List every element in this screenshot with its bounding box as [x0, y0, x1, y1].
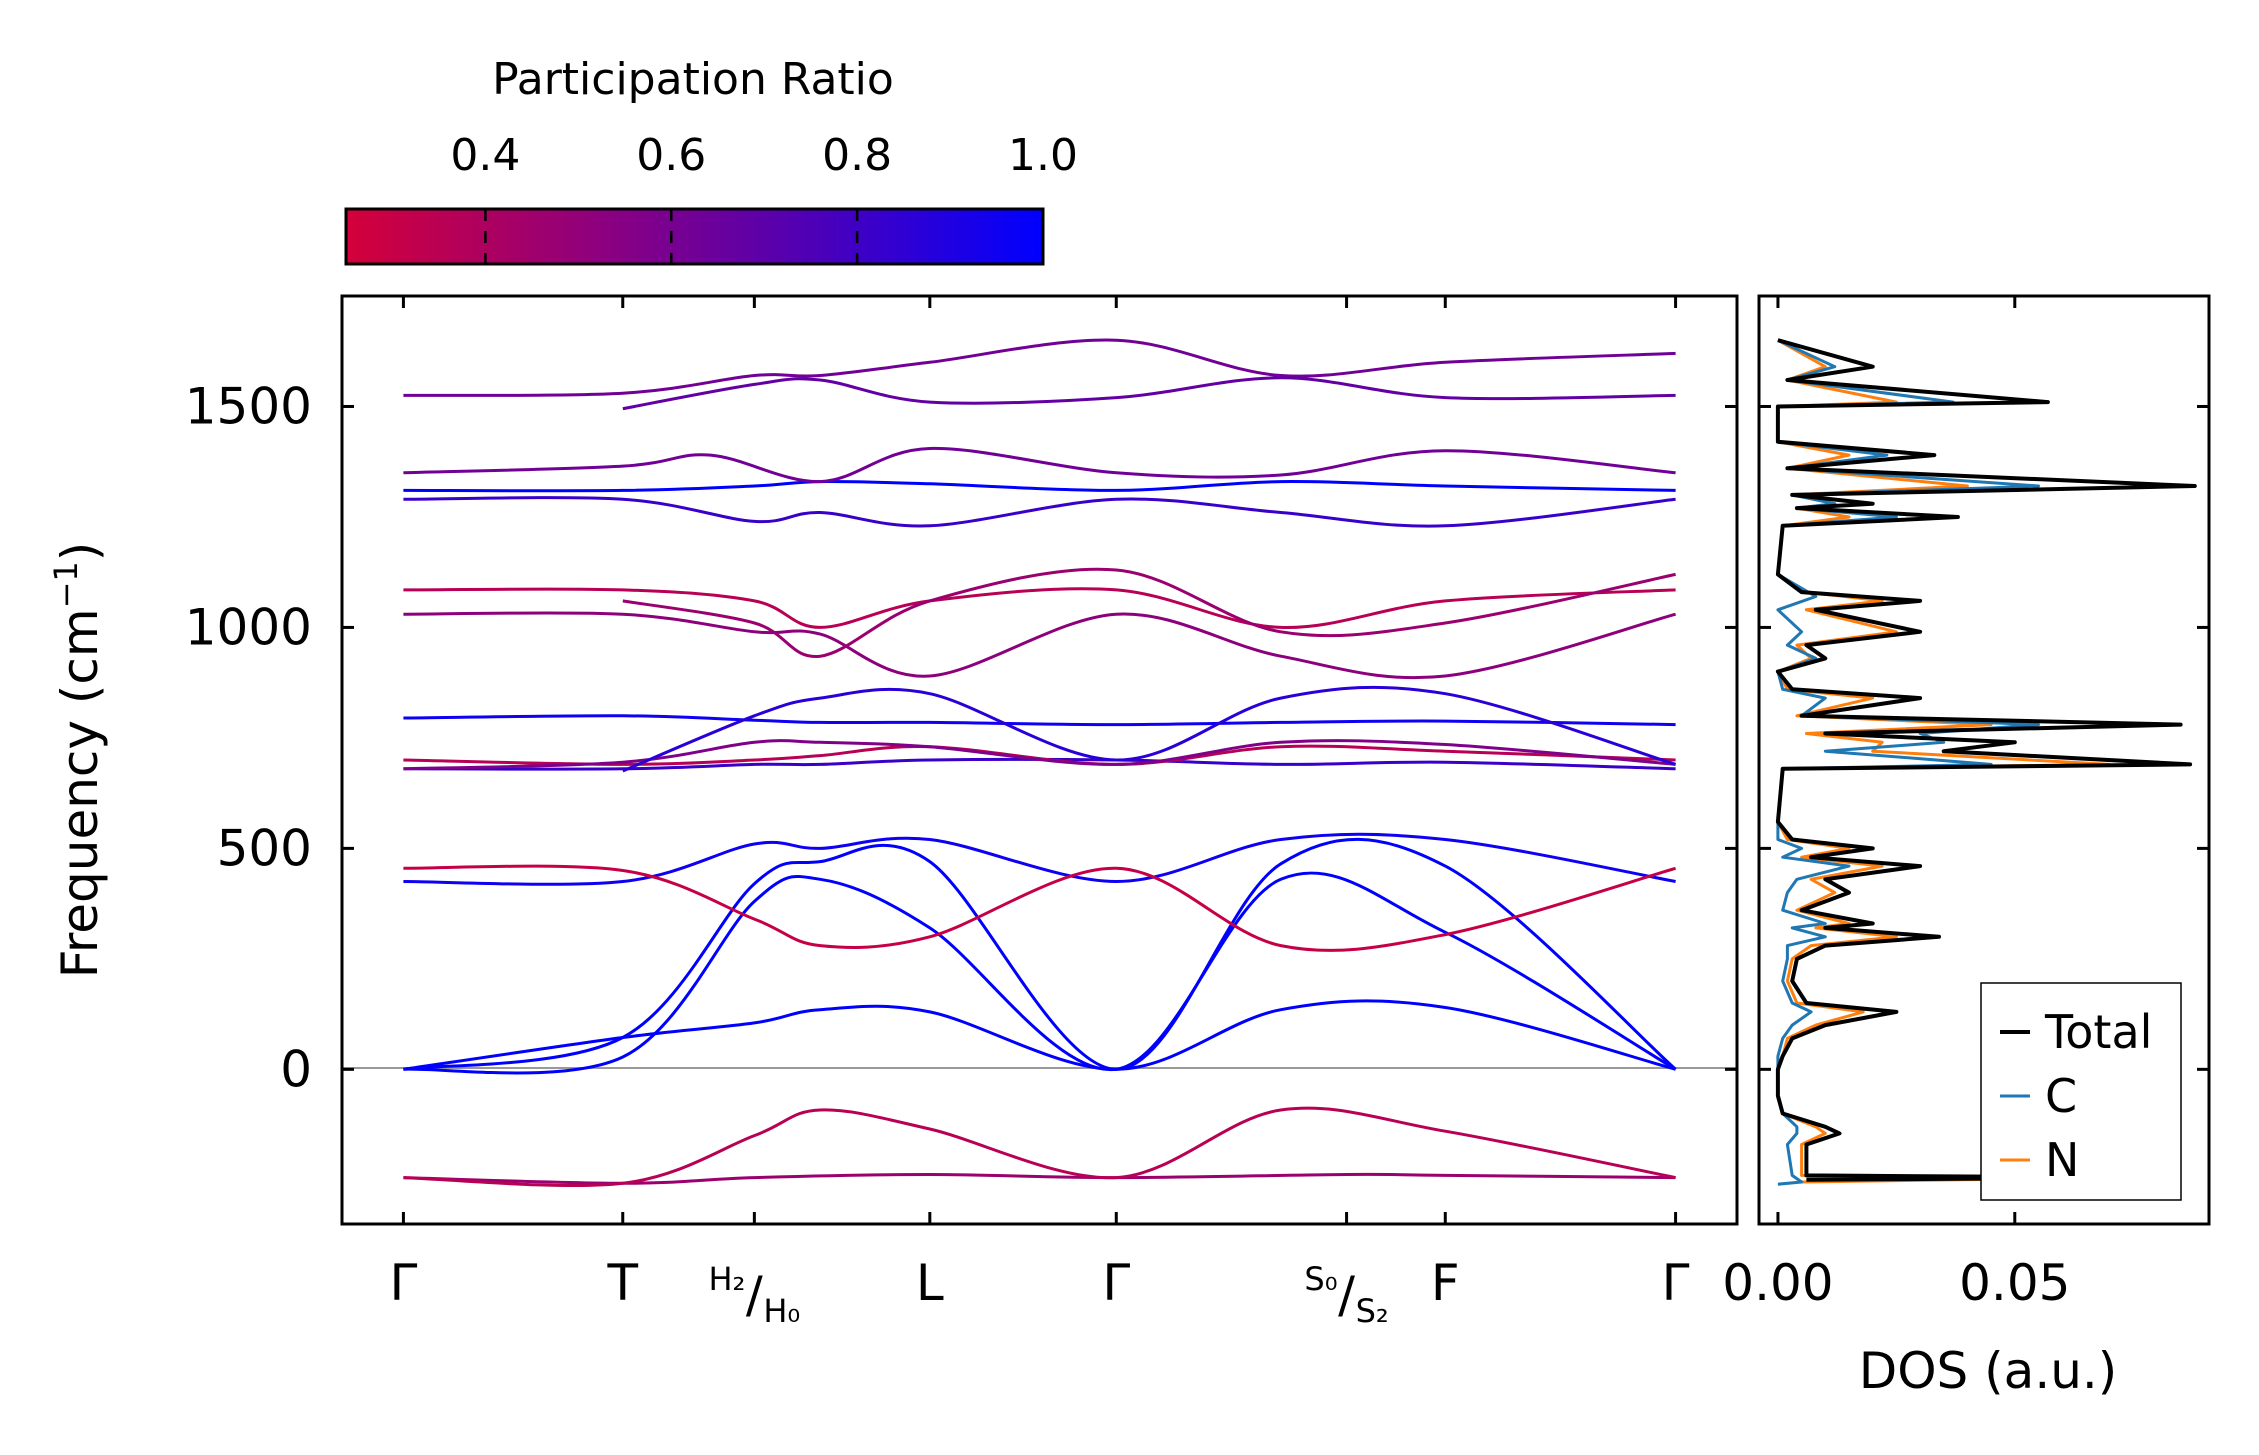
phonon-band-4 [403, 837, 1677, 1071]
dos-panel: 0.00 0.05 DOS (a.u.) Total CN [1722, 294, 2211, 1400]
x-tick-label: L [916, 1254, 944, 1312]
x-tick-label-upper: H₂ [708, 1260, 745, 1298]
phonon-band-6 [403, 864, 1677, 952]
phonon-band-17 [403, 446, 1676, 484]
phonon-band-1 [403, 1106, 1676, 1187]
colorbar-tick-label: 1.0 [1008, 130, 1078, 181]
phonon-band-19 [622, 376, 1676, 411]
colorbar: Participation Ratio 0.4 0.6 0.8 1.0 [344, 54, 1078, 266]
legend-box [1980, 982, 2182, 1201]
x-tick-label: Γ [1102, 1254, 1130, 1312]
colorbar-tick-label: 0.6 [636, 130, 706, 181]
legend-label-total: Total [2044, 1005, 2152, 1059]
phonon-band-11 [622, 685, 1677, 773]
x-tick-label-upper: S₀ [1304, 1260, 1337, 1298]
phonon-band-16 [403, 480, 1676, 493]
x-tick-label: T [606, 1254, 638, 1312]
phonon-band-15 [403, 496, 1676, 528]
y-tick-label: 500 [217, 819, 312, 877]
dos-series-total [1775, 338, 2197, 1182]
dos-x-tick-label: 0.05 [1959, 1254, 2070, 1312]
y-axis-label: Frequency (cm−1) [47, 542, 109, 979]
phonon-band-18 [403, 338, 1676, 397]
x-tick-label: Γ [1662, 1254, 1690, 1312]
legend: Total CN [1980, 982, 2182, 1201]
phonon-band-13 [403, 587, 1676, 629]
legend-label-n: N [2045, 1133, 2079, 1187]
x-tick-label-slash: / [746, 1266, 763, 1324]
dos-x-axis-label: DOS (a.u.) [1859, 1342, 2118, 1400]
x-tick-label-lower: S₂ [1356, 1292, 1389, 1330]
phonon-band-5 [403, 832, 1676, 886]
phonon-band-10 [403, 714, 1676, 727]
phonon-band-14 [622, 567, 1676, 658]
x-tick-label-slash: / [1338, 1266, 1355, 1324]
phonon-band-3 [403, 999, 1676, 1071]
x-tick-label: F [1431, 1254, 1460, 1312]
colorbar-tick-label: 0.4 [450, 130, 520, 181]
dos-x-tick-label: 0.00 [1722, 1254, 1833, 1312]
phonon-band-7 [403, 757, 1676, 771]
main-plot-frame [340, 294, 1739, 1226]
phonon-band-12 [403, 611, 1676, 680]
x-tick-label-lower: H₀ [763, 1292, 800, 1330]
colorbar-tick-label: 0.8 [822, 130, 892, 181]
dos-plot-frame [1757, 294, 2211, 1226]
x-tick-label: Γ [389, 1254, 417, 1312]
colorbar-title: Participation Ratio [492, 54, 894, 105]
y-tick-label: 0 [280, 1040, 312, 1098]
phonon-band-2 [403, 871, 1677, 1075]
y-tick-label: 1500 [185, 377, 312, 435]
y-tick-label: 1000 [185, 598, 312, 656]
phonon-band-0 [403, 1172, 1676, 1185]
colorbar-gradient [344, 207, 1045, 266]
legend-label-c: C [2045, 1069, 2077, 1123]
phonon-band-9 [403, 739, 1676, 771]
